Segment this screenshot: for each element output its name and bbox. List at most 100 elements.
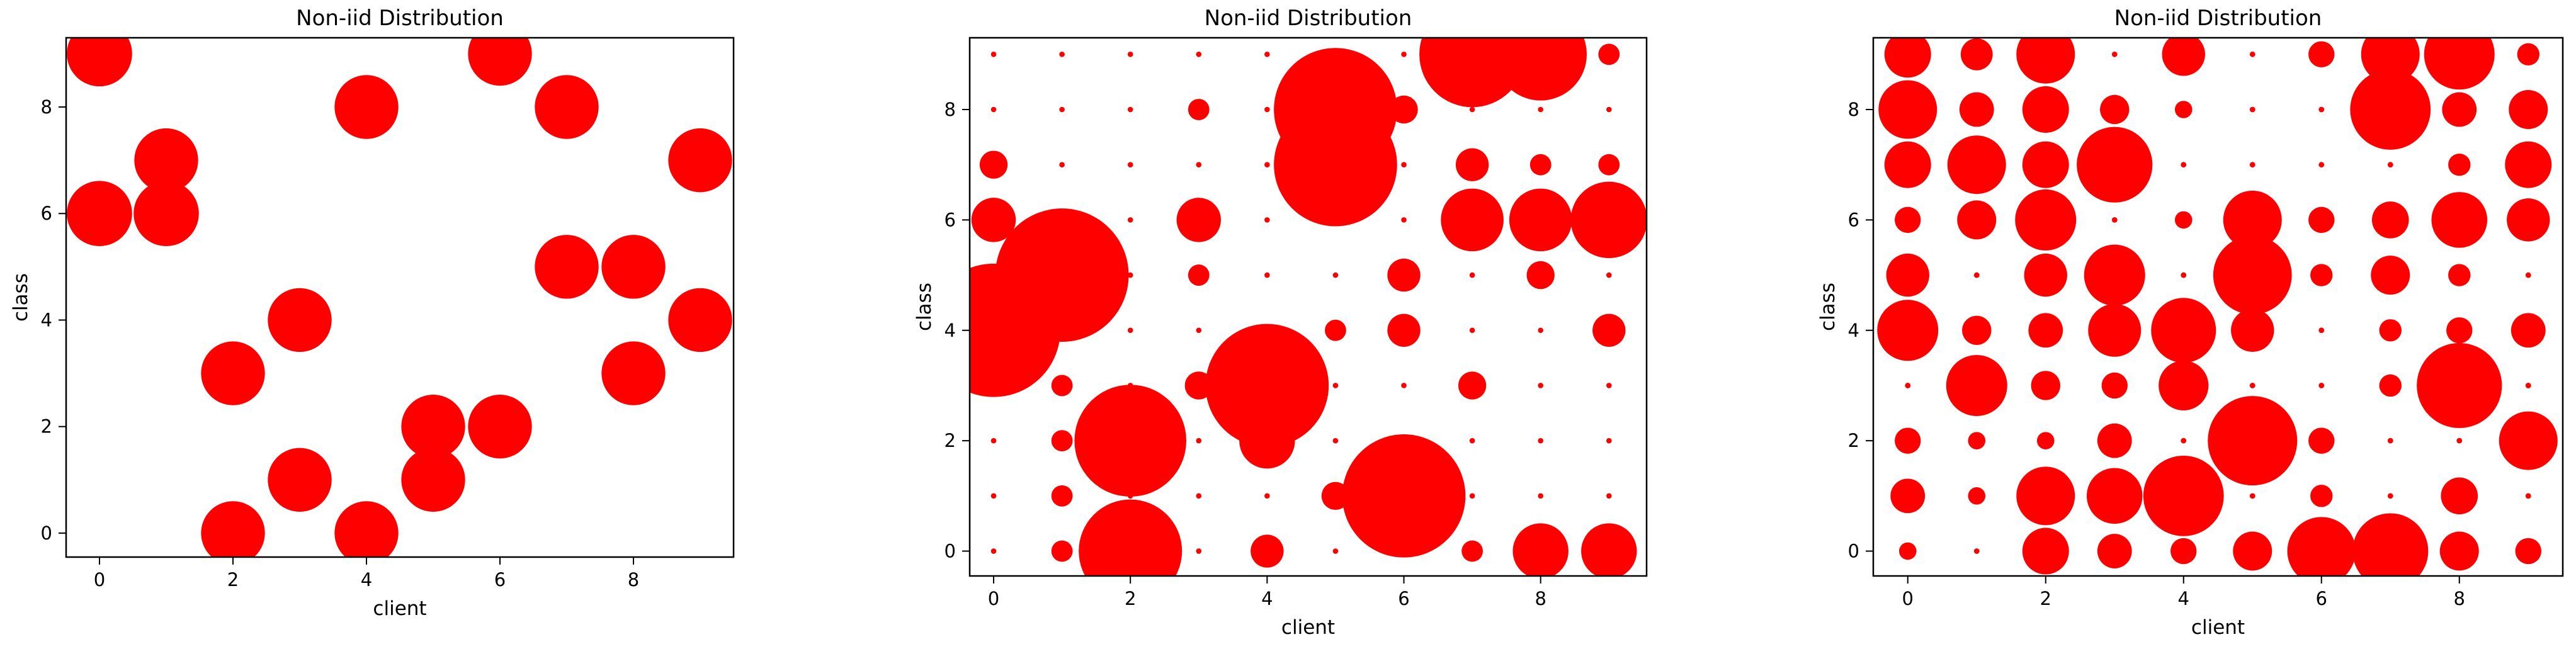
data-point — [1127, 162, 1133, 167]
x-tick-label: 0 — [1902, 588, 1914, 609]
data-point — [990, 548, 997, 554]
data-point — [1059, 327, 1065, 334]
data-point — [2016, 466, 2075, 526]
data-point — [2505, 141, 2552, 188]
data-point — [1251, 534, 1284, 568]
x-axis-label: client — [373, 597, 426, 620]
y-axis-label: class — [1817, 283, 1839, 331]
data-point — [2170, 538, 2197, 565]
data-point — [2441, 477, 2478, 515]
data-point — [2511, 313, 2546, 348]
data-point — [1188, 264, 1210, 286]
data-point — [1509, 188, 1572, 252]
data-point — [668, 288, 732, 352]
data-point — [1127, 272, 1133, 278]
data-point — [2456, 437, 2463, 444]
data-point — [979, 150, 1008, 179]
data-point — [2379, 319, 2402, 342]
y-tick-label: 8 — [1848, 99, 1859, 120]
data-point — [1264, 52, 1270, 57]
data-point — [1884, 38, 1931, 78]
chart-3: 0 2 4 6 8 0 2 4 6 8 Non-iid Distribution client clas… — [1817, 6, 2564, 639]
data-point — [2181, 272, 2187, 278]
data-point — [2525, 383, 2531, 388]
data-point — [2424, 38, 2495, 90]
x-tick-label: 8 — [2454, 588, 2465, 609]
data-point — [1538, 493, 1543, 499]
data-point — [1592, 313, 1626, 347]
data-point — [2308, 41, 2335, 68]
data-point — [1332, 548, 1339, 554]
data-point — [2499, 411, 2558, 470]
x-tick-label: 8 — [628, 569, 639, 590]
y-tick-label: 4 — [945, 320, 956, 341]
data-point — [2233, 531, 2272, 571]
x-tick-label: 2 — [227, 569, 239, 590]
data-point — [2308, 206, 2335, 234]
data-point — [1960, 38, 1993, 70]
data-point — [1127, 493, 1133, 499]
data-point — [2310, 485, 2333, 507]
data-point — [1127, 217, 1133, 223]
data-point — [1973, 548, 1980, 554]
data-point — [2022, 527, 2069, 575]
data-point — [2387, 437, 2393, 444]
data-point — [1469, 437, 1475, 444]
data-point — [2431, 192, 2488, 248]
data-point — [1895, 427, 1921, 454]
data-point — [2318, 327, 2325, 334]
data-point — [1188, 99, 1210, 120]
data-point — [1332, 272, 1339, 278]
data-point — [1946, 354, 2007, 416]
y-tick-label: 4 — [41, 309, 52, 330]
data-point — [2028, 313, 2063, 348]
data-point — [468, 38, 532, 86]
y-axis-label: class — [913, 283, 936, 331]
data-point — [1886, 253, 1929, 297]
x-tick-label: 4 — [1261, 588, 1273, 609]
data-point — [1332, 217, 1339, 223]
data-point — [133, 181, 199, 247]
data-point — [1390, 95, 1418, 124]
data-point — [1538, 383, 1543, 388]
data-point — [2174, 211, 2193, 229]
data-point — [2446, 317, 2473, 344]
data-point — [1127, 52, 1133, 57]
data-point — [2371, 256, 2410, 295]
data-point — [1264, 493, 1270, 499]
data-point — [2097, 423, 2132, 458]
x-tick-label: 8 — [1535, 588, 1546, 609]
y-tick-label: 8 — [945, 99, 956, 120]
data-point — [2100, 94, 2130, 125]
data-point — [1895, 206, 1921, 234]
data-point — [1538, 437, 1543, 444]
y-tick-label: 0 — [1848, 541, 1859, 562]
data-point — [2509, 90, 2548, 129]
data-point — [2111, 51, 2118, 57]
data-point — [1898, 542, 1917, 560]
data-point — [1598, 43, 1620, 65]
data-point — [1325, 319, 1346, 341]
data-point — [1598, 154, 1620, 176]
data-point — [1196, 162, 1202, 167]
data-point — [268, 288, 332, 352]
data-point — [2525, 272, 2531, 278]
data-point — [2024, 253, 2067, 297]
data-point — [2350, 69, 2431, 150]
x-tick-label: 4 — [361, 569, 372, 590]
data-point — [1387, 313, 1421, 347]
data-point — [983, 375, 1004, 397]
y-tick-label: 6 — [41, 203, 52, 224]
data-point — [1239, 412, 1295, 469]
data-point — [1469, 106, 1475, 113]
data-point — [1387, 258, 1421, 292]
data-point — [1877, 300, 1939, 361]
x-tick-label: 2 — [1125, 588, 1136, 609]
axes-frame — [1872, 37, 2564, 577]
data-point — [2249, 51, 2255, 57]
data-point — [1051, 430, 1073, 452]
data-point — [2036, 432, 2055, 449]
data-point — [1401, 383, 1407, 388]
data-point — [1332, 437, 1339, 444]
